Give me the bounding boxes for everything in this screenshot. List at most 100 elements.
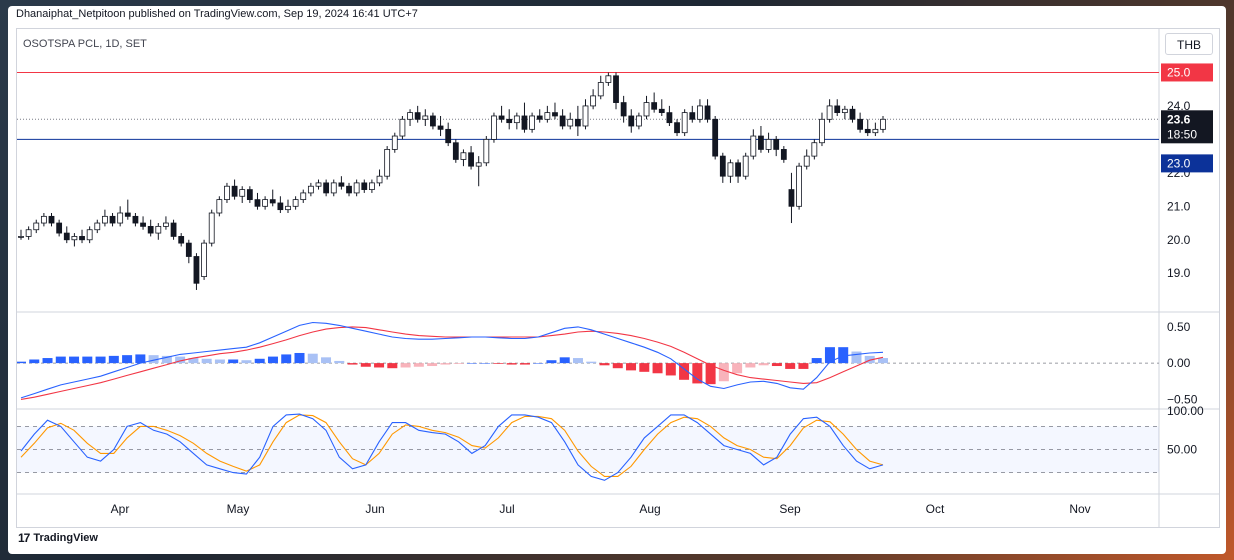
time-tick-label: Nov: [1069, 502, 1090, 516]
candle-body: [399, 118, 406, 137]
macd-histogram-bar: [427, 363, 438, 367]
candle-body: [445, 128, 452, 144]
candle-body: [407, 112, 413, 120]
candle-body: [788, 189, 795, 207]
candle-body: [750, 135, 757, 157]
macd-histogram-bar: [612, 363, 623, 369]
candle-body: [414, 112, 421, 120]
candle-body: [506, 118, 513, 124]
candle-body: [63, 232, 70, 241]
candle-body: [803, 155, 810, 167]
macd-histogram-bar: [851, 351, 862, 364]
candle-body: [25, 229, 32, 237]
macd-histogram-bar: [413, 363, 424, 367]
chart-frame: Dhanaiphat_Netpitoon published on Tradin…: [8, 6, 1226, 554]
candle-body: [712, 118, 719, 157]
candle-body: [666, 112, 673, 124]
macd-histogram-bar: [42, 358, 53, 364]
macd-histogram-bar: [95, 356, 106, 364]
tradingview-logo-icon: 17: [18, 531, 30, 545]
candle-body: [521, 115, 528, 130]
macd-histogram-bar: [201, 358, 212, 364]
candle-body: [239, 189, 246, 197]
macd-histogram-bar: [267, 356, 278, 364]
candle-body: [277, 202, 284, 211]
candle-body: [376, 175, 383, 184]
macd-histogram-bar: [572, 358, 583, 364]
candle-body: [422, 115, 429, 120]
price-tick-label: 21.0: [1167, 199, 1191, 213]
macd-histogram-bar: [254, 358, 265, 364]
macd-histogram-bar: [599, 363, 610, 366]
candle-body: [71, 236, 78, 241]
bar-countdown-label: 18:50: [1167, 127, 1197, 141]
candle-body: [468, 152, 474, 167]
macd-histogram-bar: [135, 354, 146, 364]
candle-body: [674, 122, 680, 134]
candle-body: [620, 102, 627, 117]
macd-histogram-bar: [480, 363, 491, 364]
candle-body: [94, 222, 101, 231]
candle-body: [33, 222, 40, 231]
candle-body: [246, 189, 253, 201]
time-tick-label: Oct: [926, 502, 945, 516]
candle-body: [285, 205, 291, 211]
time-tick-label: Jun: [365, 502, 384, 516]
candle-body: [841, 108, 848, 114]
macd-histogram-bar: [294, 352, 305, 364]
candle-body: [452, 142, 459, 160]
symbol-label: OSOTSPA PCL, 1D, SET: [23, 38, 147, 50]
candle-body: [651, 102, 658, 110]
resistance-price-label-bg: [1161, 63, 1213, 82]
macd-histogram-bar: [639, 363, 650, 372]
price-tick-label: 20.0: [1167, 233, 1191, 247]
candle-body: [262, 199, 269, 207]
macd-histogram-bar: [493, 363, 504, 364]
stoch-d-line: [20, 414, 884, 477]
candle-body: [582, 105, 589, 127]
candle-body: [86, 229, 93, 241]
macd-signal-line: [20, 326, 884, 400]
candle-body: [773, 138, 780, 150]
currency-button[interactable]: THB: [1165, 33, 1213, 55]
candle-body: [697, 105, 703, 120]
candle-body: [498, 115, 505, 120]
stoch-tick-label: 100.00: [1167, 404, 1204, 418]
macd-histogram-bar: [374, 363, 385, 368]
plot-area[interactable]: 19.0 20.0 21.0 22.0 24.0 25.0 23.6 18:50 23.0 0.5…: [16, 28, 1220, 528]
candle-body: [384, 149, 391, 177]
macd-histogram-bar: [824, 347, 835, 364]
macd-histogram-bar: [586, 361, 597, 364]
macd-histogram-bar: [321, 357, 332, 364]
candle-body: [430, 115, 436, 127]
candle-body: [758, 135, 764, 150]
chart-canvas[interactable]: 19.020.021.022.024.025.023.618:5023.00.5…: [17, 29, 1219, 527]
candle-body: [796, 165, 802, 207]
time-tick-label: Jul: [499, 502, 514, 516]
macd-histogram-bar: [878, 358, 888, 364]
time-tick-label: May: [227, 502, 250, 516]
candle-body: [811, 142, 818, 157]
macd-line: [20, 321, 884, 399]
candle-body: [834, 105, 841, 114]
candle-body: [40, 215, 47, 224]
macd-histogram-bar: [161, 355, 172, 364]
candle-body: [224, 185, 230, 201]
candle-body: [338, 182, 345, 187]
candle-body: [147, 225, 154, 234]
macd-histogram-bar: [838, 347, 849, 364]
macd-histogram-bar: [626, 363, 637, 371]
candle-body: [124, 212, 131, 217]
macd-tick-label: −0.50: [1167, 392, 1198, 406]
macd-histogram-bar: [546, 360, 557, 364]
candle-body: [819, 118, 825, 144]
candle-body: [658, 108, 665, 114]
candle-body: [780, 149, 787, 160]
candle-body: [735, 162, 741, 177]
support-price-label-bg: [1161, 154, 1213, 173]
candle-body: [643, 102, 650, 117]
candle-body: [460, 152, 467, 160]
macd-histogram-bar: [466, 363, 477, 364]
macd-histogram-bar: [241, 360, 252, 364]
macd-histogram-bar: [652, 363, 663, 374]
